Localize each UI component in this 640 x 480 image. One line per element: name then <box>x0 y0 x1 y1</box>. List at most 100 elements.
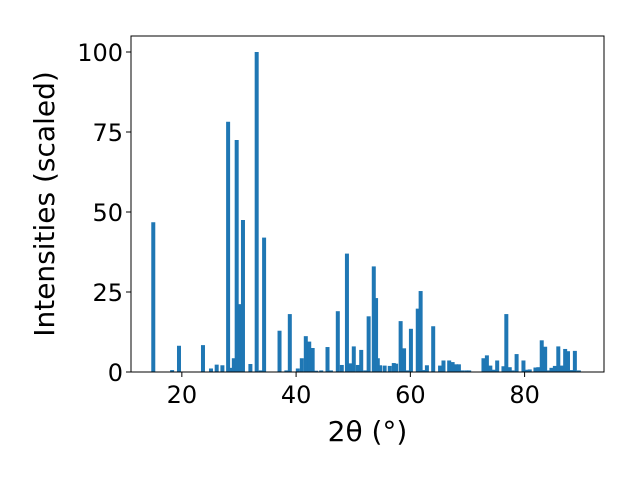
bar <box>549 367 554 372</box>
bar <box>488 365 493 372</box>
bar <box>424 365 429 372</box>
bar <box>405 370 410 372</box>
bar <box>521 360 526 372</box>
bar <box>501 366 506 372</box>
bar <box>398 321 403 372</box>
bar <box>200 345 205 372</box>
bar <box>348 363 353 372</box>
bar <box>539 340 544 372</box>
bar <box>543 346 548 372</box>
bar <box>576 370 581 372</box>
bar <box>456 364 461 372</box>
bar <box>491 369 496 372</box>
bar <box>382 365 387 372</box>
bar <box>481 358 486 372</box>
bar <box>335 311 340 372</box>
bar <box>344 253 349 372</box>
plot-frame <box>130 35 605 373</box>
bar <box>228 367 233 372</box>
bar <box>391 363 396 372</box>
bar <box>441 360 446 372</box>
bar <box>319 370 324 372</box>
bar <box>284 370 289 372</box>
bar <box>514 354 519 372</box>
bar <box>310 348 315 372</box>
bar <box>220 365 225 372</box>
x-axis-ticks: 20 40 60 80 <box>167 372 540 409</box>
bar <box>226 121 231 372</box>
bar <box>303 336 308 372</box>
bar <box>438 365 443 372</box>
bar <box>254 52 259 372</box>
bar <box>559 365 564 372</box>
bar <box>454 364 459 372</box>
bar <box>556 346 561 372</box>
bar <box>504 314 509 372</box>
x-tick-label: 80 <box>509 381 540 409</box>
bar <box>248 364 253 372</box>
x-tick-label: 20 <box>167 381 198 409</box>
bar <box>552 365 557 372</box>
bar <box>533 367 538 372</box>
bar <box>208 368 213 372</box>
bar <box>447 360 452 372</box>
bar <box>495 360 500 372</box>
bar <box>176 345 181 372</box>
bar <box>402 348 407 372</box>
y-tick-label: 100 <box>77 39 123 67</box>
bar <box>307 341 312 372</box>
bar <box>418 291 423 372</box>
bar <box>569 370 574 372</box>
bar <box>371 266 376 372</box>
bar <box>351 346 356 372</box>
x-axis-label: 2θ (°) <box>328 415 408 448</box>
y-tick-label: 50 <box>92 199 123 227</box>
x-tick-label: 60 <box>395 381 426 409</box>
y-tick-label: 25 <box>92 279 123 307</box>
bar <box>328 370 333 372</box>
y-tick-label: 75 <box>92 119 123 147</box>
bar-series <box>151 52 581 372</box>
bar <box>464 370 469 372</box>
bar <box>546 370 551 372</box>
bar <box>374 298 379 372</box>
bar <box>527 369 532 372</box>
bar <box>277 330 282 372</box>
bar <box>375 358 380 372</box>
bar <box>325 347 330 372</box>
bar <box>295 368 300 372</box>
bar <box>262 237 267 372</box>
bar <box>339 364 344 372</box>
bar <box>415 308 420 372</box>
y-axis-label: Intensities (scaled) <box>28 71 61 337</box>
bar <box>394 363 399 372</box>
bar <box>467 370 472 372</box>
y-tick-label: 0 <box>108 359 123 387</box>
bar <box>431 326 436 372</box>
bar <box>231 358 236 372</box>
y-axis-ticks: 0 25 50 75 100 <box>77 39 131 387</box>
bar <box>563 348 568 372</box>
bar <box>359 349 364 372</box>
bar <box>238 304 243 372</box>
bar <box>507 367 512 372</box>
bar <box>421 370 426 372</box>
bar <box>408 328 413 372</box>
x-tick-label: 40 <box>281 381 312 409</box>
bar <box>240 220 245 372</box>
bar <box>258 370 263 372</box>
bar <box>484 355 489 372</box>
bar <box>170 370 175 372</box>
bar <box>363 370 368 372</box>
bar <box>378 365 383 372</box>
bar <box>299 358 304 372</box>
bar <box>536 367 541 372</box>
bar <box>572 350 577 372</box>
bar <box>524 369 529 372</box>
bar <box>314 370 319 372</box>
bar <box>366 316 371 372</box>
bar <box>510 370 515 372</box>
bar <box>460 370 465 372</box>
